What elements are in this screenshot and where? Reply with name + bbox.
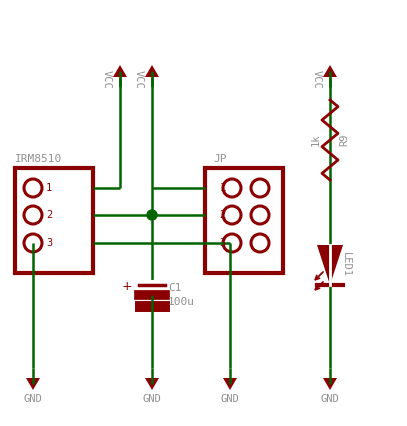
Text: LED1: LED1 [341,253,351,277]
Text: JP: JP [213,154,227,164]
Text: 3: 3 [220,238,226,248]
Polygon shape [113,65,127,77]
Polygon shape [317,245,343,285]
Text: C1: C1 [168,283,182,293]
Circle shape [147,210,157,220]
Text: 1: 1 [46,183,52,193]
Text: GND: GND [142,394,161,404]
Text: GND: GND [321,394,339,404]
Text: 2: 2 [46,210,52,220]
Text: VCC: VCC [102,70,112,89]
Polygon shape [26,378,40,390]
Text: 3: 3 [46,238,52,248]
Text: 1k: 1k [311,134,321,146]
Text: R9: R9 [339,134,349,146]
Text: 100u: 100u [168,297,195,307]
Text: VCC: VCC [312,70,322,89]
Text: 2: 2 [220,210,226,220]
Text: 1: 1 [220,183,226,193]
Bar [140,287,164,297]
Polygon shape [223,378,237,390]
Text: GND: GND [221,394,239,404]
Text: +: + [121,280,132,294]
Text: VCC: VCC [134,70,144,89]
Bar [205,168,283,273]
Polygon shape [145,378,159,390]
Polygon shape [323,65,337,77]
Text: GND: GND [24,394,42,404]
Bar [15,168,93,273]
Text: IRM8510: IRM8510 [15,154,62,164]
Polygon shape [323,378,337,390]
Polygon shape [145,65,159,77]
